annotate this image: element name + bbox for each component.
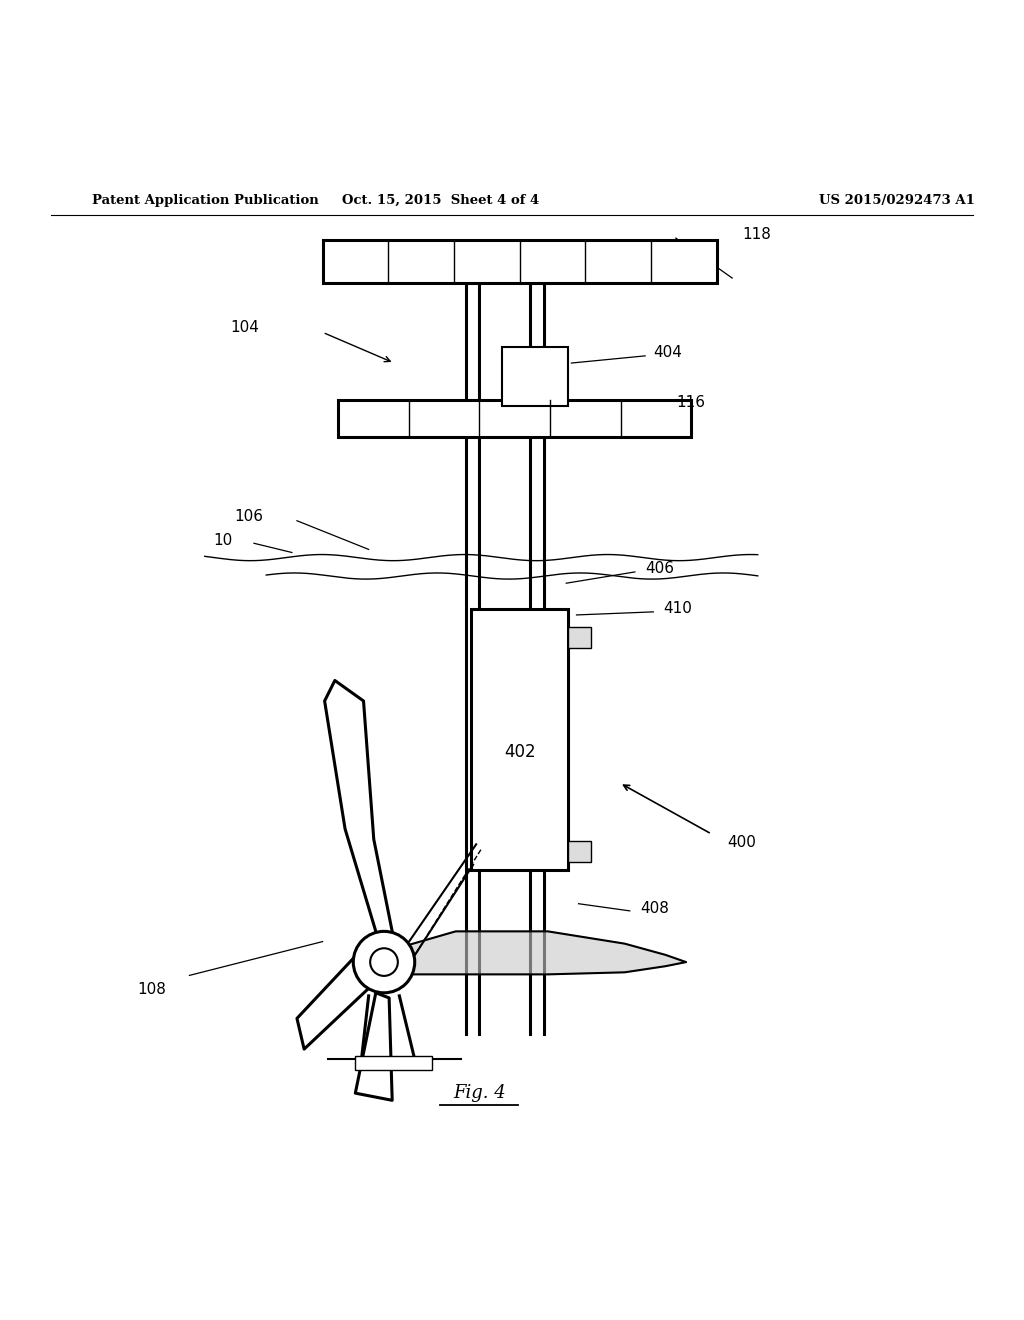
Text: 410: 410 — [664, 602, 692, 616]
Bar — [338, 400, 691, 437]
Text: 406: 406 — [645, 561, 674, 577]
Text: 408: 408 — [640, 902, 669, 916]
Bar — [323, 240, 717, 284]
Polygon shape — [402, 932, 686, 974]
Text: 402: 402 — [504, 743, 536, 762]
Text: 404: 404 — [653, 346, 682, 360]
Bar — [471, 609, 568, 870]
Text: Oct. 15, 2015  Sheet 4 of 4: Oct. 15, 2015 Sheet 4 of 4 — [342, 194, 539, 207]
Text: Patent Application Publication: Patent Application Publication — [92, 194, 318, 207]
Circle shape — [353, 932, 415, 993]
Text: 118: 118 — [742, 227, 771, 242]
Bar — [355, 1056, 432, 1069]
Text: US 2015/0292473 A1: US 2015/0292473 A1 — [819, 194, 975, 207]
Text: 108: 108 — [137, 982, 166, 997]
Bar — [568, 841, 591, 862]
Text: 10: 10 — [214, 533, 232, 548]
Bar — [568, 627, 591, 648]
Bar — [502, 347, 568, 407]
Text: 116: 116 — [676, 396, 705, 411]
Text: 400: 400 — [727, 834, 756, 850]
Text: Fig. 4: Fig. 4 — [453, 1084, 506, 1102]
Text: 106: 106 — [234, 510, 263, 524]
Text: 104: 104 — [230, 319, 259, 335]
Circle shape — [370, 948, 397, 975]
